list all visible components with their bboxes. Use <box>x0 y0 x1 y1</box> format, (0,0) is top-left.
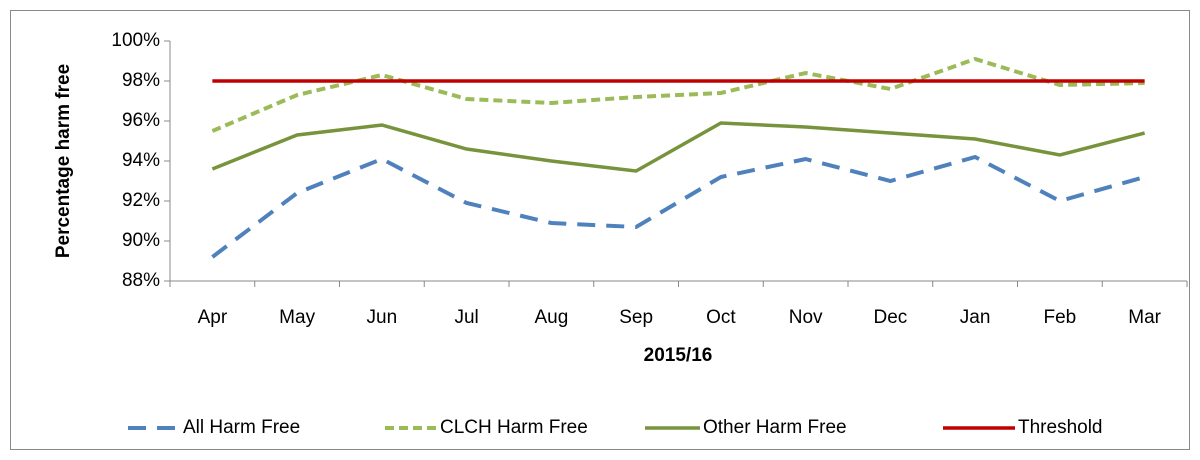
x-tick-label: Nov <box>789 307 823 328</box>
x-tick-label: Dec <box>873 307 907 328</box>
x-tick-label: Apr <box>198 307 228 328</box>
legend-label: All Harm Free <box>183 417 300 438</box>
x-tick-label: Aug <box>534 307 568 328</box>
x-tick-label: Sep <box>619 307 653 328</box>
x-axis-title: 2015/16 <box>644 345 713 366</box>
y-tick-label: 88% <box>122 270 160 291</box>
x-tick-label: May <box>279 307 315 328</box>
y-axis-title: Percentage harm free <box>53 64 74 258</box>
y-tick-label: 94% <box>122 150 160 171</box>
legend-label: CLCH Harm Free <box>440 417 588 438</box>
x-tick-label: Jun <box>367 307 398 328</box>
x-tick-label: Jul <box>454 307 478 328</box>
series-line <box>211 56 1145 133</box>
x-tick-label: Feb <box>1044 307 1077 328</box>
y-tick-label: 90% <box>122 230 160 251</box>
y-tick-label: 92% <box>122 190 160 211</box>
series-line <box>211 121 1146 173</box>
series-line <box>211 154 1146 259</box>
y-tick-label: 100% <box>111 30 160 51</box>
y-tick-label: 96% <box>122 110 160 131</box>
y-tick-label: 98% <box>122 70 160 91</box>
chart-border <box>10 10 1190 450</box>
x-tick-label: Jan <box>960 307 991 328</box>
x-tick-label: Oct <box>706 307 736 328</box>
legend-label: Other Harm Free <box>703 417 847 438</box>
legend-label: Threshold <box>1018 417 1103 438</box>
x-tick-label: Mar <box>1128 307 1161 328</box>
